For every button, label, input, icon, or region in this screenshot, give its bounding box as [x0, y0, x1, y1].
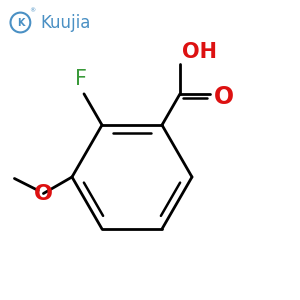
Text: OH: OH	[182, 42, 217, 62]
Text: ®: ®	[29, 9, 35, 14]
Text: Kuujia: Kuujia	[41, 14, 91, 32]
Text: O: O	[214, 85, 234, 109]
Text: F: F	[75, 69, 87, 89]
Text: K: K	[17, 17, 24, 28]
Text: O: O	[34, 184, 53, 203]
